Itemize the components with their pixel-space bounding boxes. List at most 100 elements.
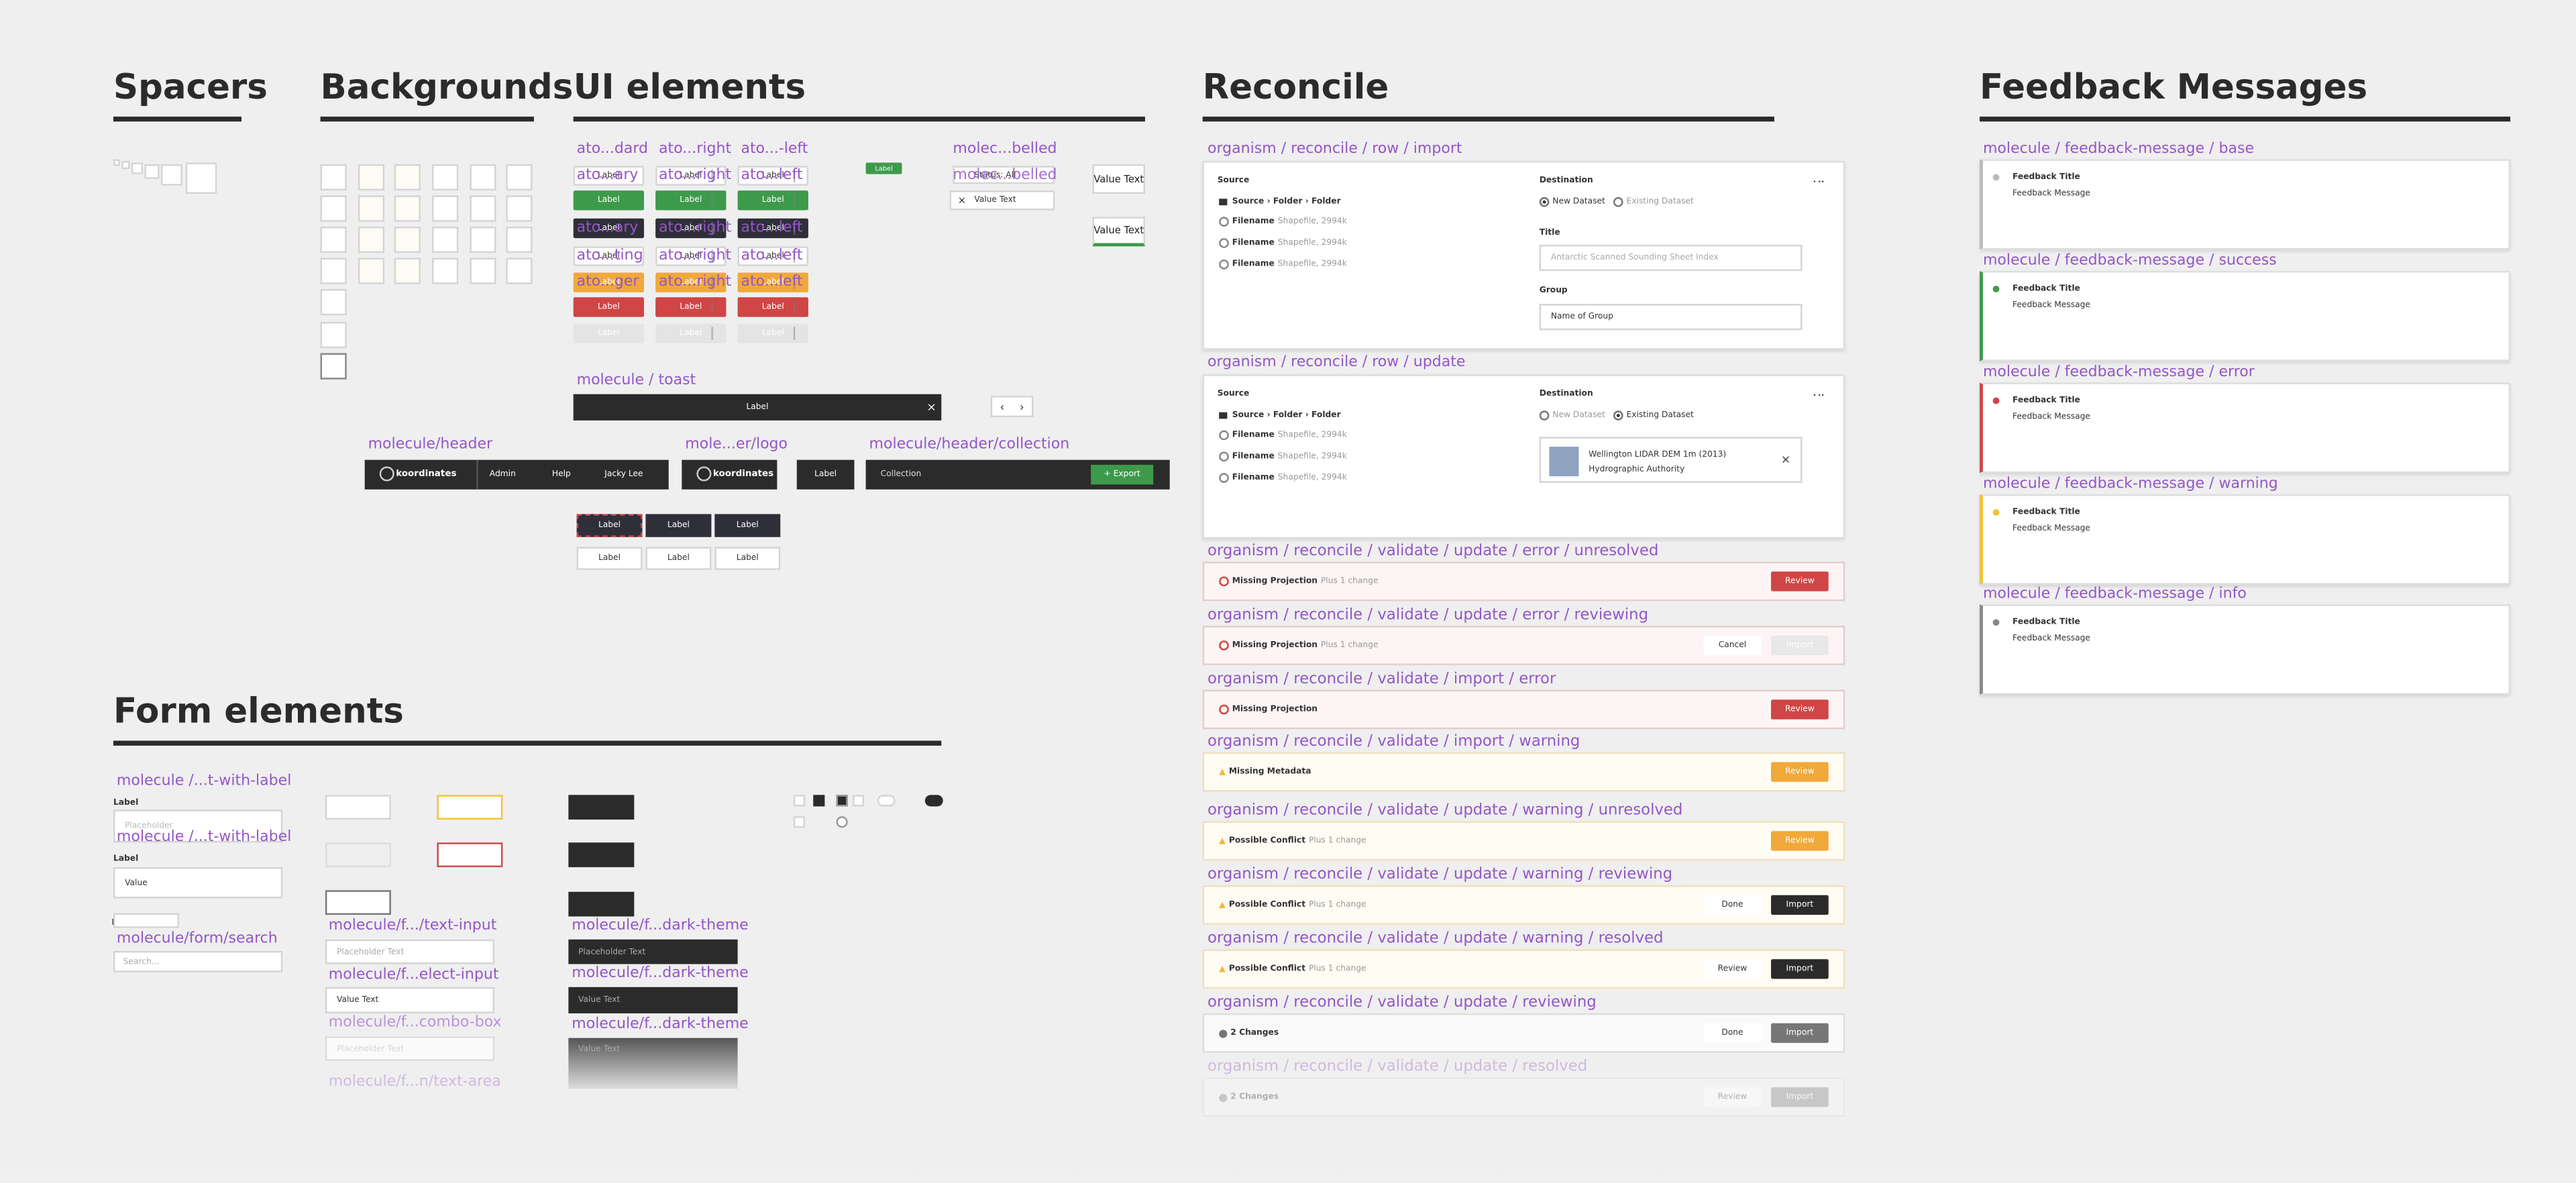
caption: molecule/header/collection [869, 437, 1070, 453]
background-swatch [320, 258, 347, 284]
section-heading: Feedback Messages [1980, 67, 2368, 107]
collection-title: Collection [880, 469, 922, 480]
radio-label: New Dataset [1552, 196, 1605, 207]
text-input: Placeholder [113, 809, 283, 843]
file-meta: Shapefile, 2994k [1277, 237, 1347, 247]
input-state [325, 795, 391, 820]
action-button[interactable]: Done [1703, 1023, 1762, 1044]
logo-text: koordinates [712, 469, 774, 480]
button: Label [573, 246, 645, 266]
file-meta: Shapefile, 2994k [1277, 472, 1347, 482]
action-button[interactable]: Review [1703, 1087, 1762, 1107]
validate-actions: Done Import [1643, 893, 1829, 916]
caption: molecule /...t-with-label [116, 773, 292, 790]
validate-summary: Possible Conflict Plus 1 change [1219, 950, 1366, 989]
button: Label [573, 166, 645, 186]
checkbox [793, 816, 806, 828]
section-label: Destination [1539, 388, 1593, 398]
status-icon [1219, 704, 1229, 715]
input-state [437, 842, 503, 868]
file-icon [1219, 429, 1229, 440]
file-row: Filename Shapefile, 2994k [1219, 429, 1347, 440]
spacer-swatch [121, 161, 130, 170]
header-divider [476, 459, 478, 490]
button: Label [655, 272, 727, 292]
validate-actions: Review Import [1643, 1086, 1829, 1109]
file-row: Filename Shapefile, 2994k [1219, 471, 1347, 483]
action-button[interactable]: Done [1703, 895, 1762, 915]
button-divider [711, 276, 712, 290]
feedback-icon [1992, 509, 2000, 516]
spacer-swatch [161, 164, 182, 186]
action-button[interactable]: Cancel [1703, 635, 1762, 656]
section-heading: Spacers [113, 67, 268, 107]
action-button[interactable]: Review [1771, 699, 1829, 720]
button: Label [576, 547, 643, 570]
caption: molecule/f.../text-input [328, 917, 497, 935]
dataset-thumb [1549, 447, 1579, 477]
feedback-title: Feedback Title [2012, 394, 2080, 405]
background-swatch [320, 164, 347, 191]
dark-input: Placeholder Text [568, 939, 738, 964]
background-swatch [358, 164, 385, 191]
action-button[interactable]: Import [1771, 895, 1829, 915]
action-button[interactable]: Import [1771, 959, 1829, 979]
button: Label [645, 547, 712, 570]
validate-summary: Missing Projection [1219, 690, 1318, 730]
radio-label: New Dataset [1552, 410, 1605, 420]
component-label: ato...dard [576, 141, 649, 158]
validate-summary: Possible Conflict Plus 1 change [1219, 822, 1366, 861]
chip: × Value Text [949, 190, 1055, 211]
action-button[interactable]: Import [1771, 635, 1829, 656]
header-bar [364, 459, 669, 490]
field-label: Label [113, 797, 139, 807]
caption: molecule /...t-with-label [116, 829, 292, 846]
more [1812, 174, 1825, 184]
action-button[interactable]: Review [1703, 959, 1762, 979]
validate-actions: Review [1643, 830, 1829, 852]
dark-input: Value Text [568, 1037, 738, 1089]
background-swatch [320, 289, 347, 316]
radio-option: New Dataset [1539, 195, 1605, 207]
issue-title: Missing Metadata [1228, 767, 1311, 777]
action-button[interactable]: Import [1771, 1087, 1829, 1107]
checkbox [853, 795, 865, 807]
file-name: Filename [1232, 216, 1275, 226]
action-button[interactable]: Review [1771, 762, 1829, 782]
background-swatch [432, 226, 459, 253]
toast-close: × [926, 400, 936, 414]
section-label: Destination [1539, 174, 1593, 185]
caption: molecule / feedback-message / info [1982, 586, 2247, 603]
feedback-icon [1992, 286, 2000, 292]
action-button[interactable]: Review [1771, 831, 1829, 851]
background-swatch [394, 226, 421, 253]
caption: molecule/f...dark-theme [572, 966, 749, 982]
component-label: molec...belled [953, 141, 1057, 158]
caption: molecule/header [368, 437, 493, 453]
file-icon [1219, 216, 1229, 226]
file-icon [1219, 472, 1229, 482]
feedback-card [1980, 271, 2511, 361]
button: Label [655, 297, 727, 317]
caption: molecule / feedback-message / success [1982, 253, 2277, 270]
heading-rule [320, 116, 534, 122]
validate-summary: 2 Changes [1219, 1078, 1279, 1117]
feedback-icon [1992, 397, 2000, 404]
issue-title: Possible Conflict [1228, 964, 1306, 974]
button: Label [573, 297, 645, 317]
issue-detail: Plus 1 change [1320, 640, 1379, 651]
status-icon [1219, 576, 1229, 587]
issue-title: 2 Changes [1230, 1028, 1279, 1038]
background-swatch [432, 195, 459, 222]
file-row: Filename Shapefile, 2994k [1219, 215, 1347, 227]
caption: molecule / feedback-message / error [1982, 364, 2255, 382]
radio [1613, 196, 1623, 207]
action-button[interactable]: Review [1771, 571, 1829, 592]
feedback-message: Feedback Message [2012, 188, 2090, 199]
select: Value [113, 867, 283, 899]
background-swatch [358, 258, 385, 284]
checkbox [836, 795, 848, 807]
button-divider [711, 193, 712, 207]
logo-mark [696, 466, 712, 482]
action-button[interactable]: Import [1771, 1023, 1829, 1044]
